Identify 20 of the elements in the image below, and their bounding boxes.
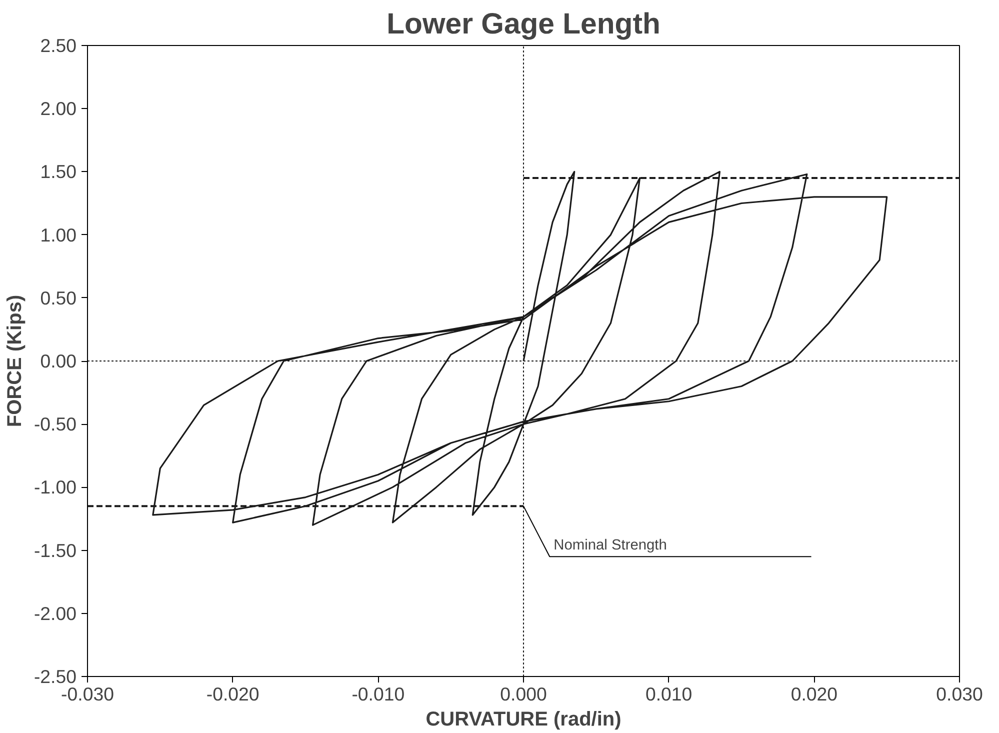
y-tick-label: -2.00 — [34, 602, 77, 624]
y-tick-label: -0.50 — [34, 414, 77, 435]
y-tick-label: 1.50 — [40, 161, 76, 182]
x-tick-label: 0.020 — [790, 684, 838, 704]
chart-title: Lower Gage Length — [386, 8, 660, 40]
annotation: Nominal Strength — [554, 538, 667, 554]
y-tick-label: 0.50 — [40, 287, 76, 308]
y-tick-label: 0.00 — [40, 350, 76, 372]
x-tick-label: 0.010 — [645, 684, 692, 704]
y-axis-title: FORCE (Kips) — [4, 294, 26, 428]
x-tick-label: -0.020 — [206, 684, 260, 704]
x-tick-label: 0.000 — [500, 684, 547, 704]
x-tick-label: 0.030 — [936, 684, 983, 704]
y-tick-label: 2.00 — [40, 98, 76, 120]
x-tick-label: -0.010 — [352, 684, 405, 704]
y-tick-label: -1.50 — [34, 540, 77, 561]
y-tick-label: 1.00 — [40, 224, 76, 246]
x-axis-title: CURVATURE (rad/in) — [426, 708, 622, 730]
y-tick-label: 2.50 — [40, 35, 76, 56]
y-tick-label: -1.00 — [34, 476, 77, 498]
